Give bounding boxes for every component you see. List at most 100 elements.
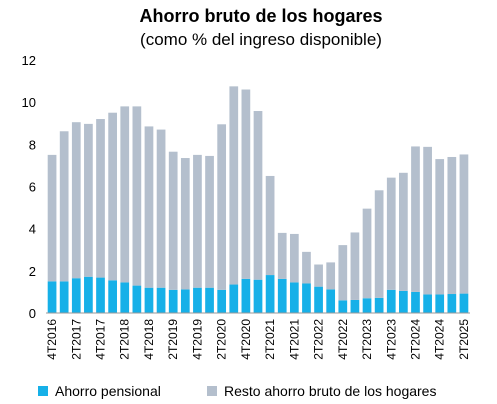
x-tick-label: 2T2020 [215, 319, 229, 360]
bar-ahorro-pensional [374, 297, 384, 313]
bar-resto-ahorro [374, 190, 384, 298]
bar-ahorro-pensional [132, 285, 142, 313]
bar-ahorro-pensional [277, 278, 287, 313]
bar-ahorro-pensional [399, 290, 408, 313]
bar-ahorro-pensional [435, 294, 445, 313]
bar-ahorro-pensional [265, 275, 275, 313]
x-tick-label: 2T2019 [166, 319, 180, 360]
bar-resto-ahorro [84, 123, 93, 277]
x-tick-label: 2T2022 [312, 319, 326, 360]
bar-resto-ahorro [423, 146, 432, 295]
bar-ahorro-pensional [96, 277, 105, 313]
bar-ahorro-pensional [326, 289, 336, 313]
bar-ahorro-pensional [411, 291, 420, 313]
bar-resto-ahorro [314, 264, 323, 287]
bar-ahorro-pensional [302, 283, 311, 313]
bar-resto-ahorro [399, 172, 408, 291]
bar-resto-ahorro [144, 126, 154, 288]
x-axis: 4T2016 2T2017 4T2017 2T2018 4T2018 2T2019 4T20… [45, 319, 471, 360]
x-tick-label: 2T2017 [69, 319, 83, 360]
bar-resto-ahorro [302, 251, 311, 284]
bar-resto-ahorro [132, 106, 142, 286]
bar-ahorro-pensional [168, 289, 178, 313]
x-tick-label: 2T2024 [409, 319, 423, 360]
bar-ahorro-pensional [350, 299, 360, 313]
bar-ahorro-pensional [447, 294, 457, 313]
plot-area [47, 86, 469, 314]
bar-resto-ahorro [71, 122, 81, 279]
x-tick-label: 2T2025 [457, 319, 471, 360]
bar-resto-ahorro [217, 124, 227, 290]
bar-resto-ahorro [193, 154, 202, 288]
bar-ahorro-pensional [338, 300, 348, 313]
bar-ahorro-pensional [84, 276, 93, 313]
bar-ahorro-pensional [253, 279, 263, 313]
x-tick-label: 4T2018 [142, 319, 156, 360]
bar-ahorro-pensional [423, 294, 432, 313]
legend: Ahorro pensional Resto ahorro bruto de l… [38, 383, 436, 399]
x-tick-label: 2T2021 [263, 319, 277, 360]
bar-ahorro-pensional [108, 280, 117, 313]
bar-resto-ahorro [180, 158, 190, 290]
bar-resto-ahorro [435, 159, 445, 295]
bar-ahorro-pensional [241, 278, 251, 313]
bar-ahorro-pensional [47, 281, 57, 314]
bar-resto-ahorro [108, 112, 117, 281]
bar-resto-ahorro [168, 151, 178, 290]
bar-ahorro-pensional [362, 298, 372, 313]
bar-ahorro-pensional [205, 287, 214, 313]
bar-resto-ahorro [459, 154, 469, 294]
bar-resto-ahorro [411, 146, 420, 292]
x-tick-label: 4T2023 [384, 319, 398, 360]
bar-ahorro-pensional [386, 289, 396, 313]
bar-resto-ahorro [241, 89, 251, 279]
x-tick-label: 4T2016 [45, 319, 59, 360]
x-tick-label: 4T2024 [433, 319, 447, 360]
bar-ahorro-pensional [156, 287, 166, 313]
bar-resto-ahorro [59, 131, 69, 282]
bar-resto-ahorro [265, 175, 275, 276]
x-tick-label: 4T2021 [287, 319, 301, 360]
bar-resto-ahorro [229, 86, 239, 285]
x-tick-label: 4T2022 [336, 319, 350, 360]
bar-ahorro-pensional [180, 289, 190, 313]
legend-swatch-resto [207, 386, 217, 396]
x-tick-label: 2T2018 [118, 319, 132, 360]
chart-subtitle: (como % del ingreso disponible) [140, 30, 382, 49]
bar-resto-ahorro [96, 119, 105, 278]
bar-resto-ahorro [289, 233, 299, 283]
x-tick-label: 4T2020 [239, 319, 253, 360]
bar-ahorro-pensional [217, 289, 227, 313]
bar-resto-ahorro [350, 232, 360, 300]
y-tick-label: 2 [29, 264, 36, 279]
bar-resto-ahorro [338, 245, 348, 301]
chart-title: Ahorro bruto de los hogares [139, 6, 382, 26]
bar-ahorro-pensional [459, 293, 469, 313]
y-tick-label: 10 [22, 95, 36, 110]
bar-resto-ahorro [326, 262, 336, 290]
y-tick-label: 12 [22, 53, 36, 68]
legend-label-resto: Resto ahorro bruto de los hogares [224, 383, 436, 399]
bar-resto-ahorro [386, 177, 396, 290]
y-tick-label: 6 [29, 180, 36, 195]
x-tick-label: 2T2023 [360, 319, 374, 360]
bar-ahorro-pensional [144, 287, 154, 313]
bar-resto-ahorro [447, 156, 457, 295]
bar-resto-ahorro [253, 111, 263, 280]
bar-resto-ahorro [47, 154, 57, 282]
bar-resto-ahorro [277, 232, 287, 279]
bar-resto-ahorro [120, 106, 130, 283]
x-tick-label: 4T2017 [94, 319, 108, 360]
bar-ahorro-pensional [71, 278, 81, 313]
legend-label-pensional: Ahorro pensional [55, 383, 161, 399]
bar-resto-ahorro [156, 129, 166, 288]
bar-ahorro-pensional [289, 282, 299, 313]
bar-ahorro-pensional [314, 286, 323, 313]
bar-ahorro-pensional [59, 281, 69, 314]
legend-swatch-pensional [38, 386, 48, 396]
y-tick-label: 4 [29, 222, 36, 237]
bar-resto-ahorro [362, 208, 372, 299]
y-axis: 0 2 4 6 8 10 12 [22, 53, 36, 321]
y-tick-label: 0 [29, 306, 36, 321]
